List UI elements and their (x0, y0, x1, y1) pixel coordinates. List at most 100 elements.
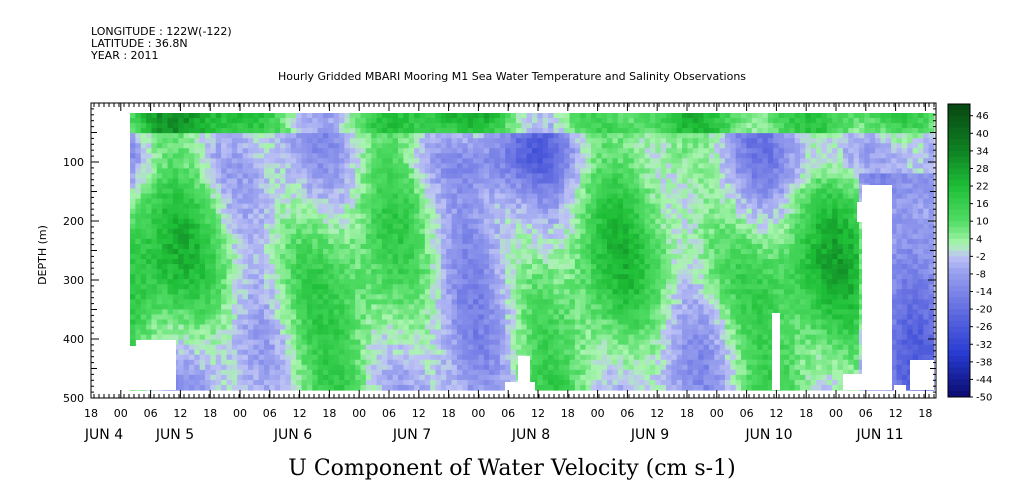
colorbar-segment (948, 197, 970, 205)
colorbar-label: -44 (976, 375, 992, 386)
x-tick-label: 00 (471, 407, 485, 420)
colorbar-segment (948, 104, 970, 111)
heatmap-field (130, 113, 935, 398)
colorbar-segment (948, 326, 970, 334)
x-tick-label: 06 (620, 407, 634, 420)
x-tick-label: 12 (531, 407, 545, 420)
x-tick-label: 18 (322, 407, 336, 420)
x-tick-label: 18 (680, 407, 694, 420)
colorbar-segment (948, 303, 970, 310)
colorbar-segment (948, 355, 970, 363)
colorbar-segment (948, 121, 970, 128)
year-label: YEAR : 2011 (90, 49, 159, 62)
colorbar-segment (948, 186, 970, 193)
colorbar-segment (948, 373, 970, 380)
colorbar-segment (948, 273, 970, 281)
x-day-label: JUN 7 (392, 427, 431, 443)
colorbar-segment (948, 215, 970, 222)
latitude-label: LATITUDE : 36.8N (91, 37, 188, 50)
colorbar-segment (948, 250, 970, 257)
colorbar-segment (948, 367, 970, 375)
x-tick-label: 18 (561, 407, 575, 420)
y-tick-label: 100 (63, 156, 84, 169)
colorbar: 46 40 34 28 22 16 10 4 -2 -8 -14 -20 -26 -32 -38 -44 -50 (947, 103, 992, 404)
colorbar-segment (948, 238, 970, 246)
colorbar-segment (948, 314, 970, 322)
colorbar-segment (948, 221, 970, 228)
x-tick-label: 18 (799, 407, 813, 420)
x-tick-label: 00 (114, 407, 128, 420)
x-tick-label: 06 (859, 407, 873, 420)
colorbar-label: -50 (976, 393, 992, 404)
colorbar-segment (948, 309, 970, 316)
colorbar-segment (948, 391, 970, 398)
colorbar-segment (948, 209, 970, 216)
colorbar-label: 34 (976, 146, 989, 157)
x-tick-label: 12 (769, 407, 783, 420)
x-tick-label: 06 (501, 407, 515, 420)
colorbar-label: -26 (976, 322, 992, 333)
colorbar-segment (948, 320, 970, 328)
x-tick-label: 18 (84, 407, 98, 420)
colorbar-segment (948, 162, 970, 169)
colorbar-segment (948, 361, 970, 369)
colorbar-label: 22 (976, 182, 989, 193)
colorbar-label: -14 (976, 287, 992, 298)
colorbar-label: 46 (976, 111, 989, 122)
colorbar-segment (948, 133, 970, 140)
x-tick-label: 00 (710, 407, 724, 420)
colorbar-segment (948, 338, 970, 345)
x-tick-label: 00 (829, 407, 843, 420)
colorbar-segment (948, 191, 970, 199)
x-tick-label: 18 (442, 407, 456, 420)
x-tick-label: 00 (352, 407, 366, 420)
x-tick-label: 06 (740, 407, 754, 420)
colorbar-segment (948, 268, 970, 275)
colorbar-segment (948, 285, 970, 293)
colorbar-label: 4 (976, 234, 982, 245)
colorbar-segment (948, 379, 970, 386)
colorbar-segment (948, 168, 970, 175)
x-axis-label: U Component of Water Velocity (cm s-1) (288, 456, 735, 481)
colorbar-segment (948, 291, 970, 298)
x-tick-label: 12 (173, 407, 187, 420)
colorbar-segment (948, 156, 970, 164)
x-tick-label: 12 (293, 407, 307, 420)
axis-ticks: 18 00 06 12 18 00 06 12 18 00 06 12 18 00 06 12 18 00 06 12… (63, 102, 936, 443)
x-tick-label: 12 (412, 407, 426, 420)
colorbar-segment (948, 115, 970, 123)
colorbar-label: -32 (976, 340, 992, 351)
colorbar-segment (948, 385, 970, 392)
x-tick-label: 18 (918, 407, 932, 420)
colorbar-segment (948, 109, 970, 117)
x-day-label: JUN 10 (744, 427, 792, 443)
colorbar-segment (948, 279, 970, 287)
colorbar-segment (948, 244, 970, 251)
y-axis-label: DEPTH (m) (36, 225, 49, 285)
colorbar-segment (948, 127, 970, 134)
colorbar-segment (948, 332, 970, 339)
x-day-label: JUN 6 (273, 427, 312, 443)
x-tick-label: 06 (144, 407, 158, 420)
colorbar-segment (948, 139, 970, 146)
longitude-label: LONGITUDE : 122W(-122) (91, 25, 232, 38)
colorbar-segment (948, 232, 970, 240)
x-tick-label: 06 (263, 407, 277, 420)
x-tick-label: 06 (382, 407, 396, 420)
x-day-label: JUN 9 (630, 427, 669, 443)
x-tick-label: 00 (233, 407, 247, 420)
x-day-label: JUN 5 (155, 427, 194, 443)
colorbar-segment (948, 344, 970, 351)
colorbar-label: 10 (976, 217, 989, 228)
colorbar-segment (948, 256, 970, 263)
colorbar-segment (948, 297, 970, 304)
x-tick-label: 00 (591, 407, 605, 420)
x-day-label: JUN 11 (855, 427, 903, 443)
colorbar-segment (948, 203, 970, 210)
chart-title: Hourly Gridded MBARI Mooring M1 Sea Wate… (278, 70, 746, 83)
y-tick-label: 400 (63, 333, 84, 346)
colorbar-segment (948, 180, 970, 187)
colorbar-segment (948, 262, 970, 269)
x-tick-label: 18 (203, 407, 217, 420)
colorbar-segment (948, 227, 970, 234)
